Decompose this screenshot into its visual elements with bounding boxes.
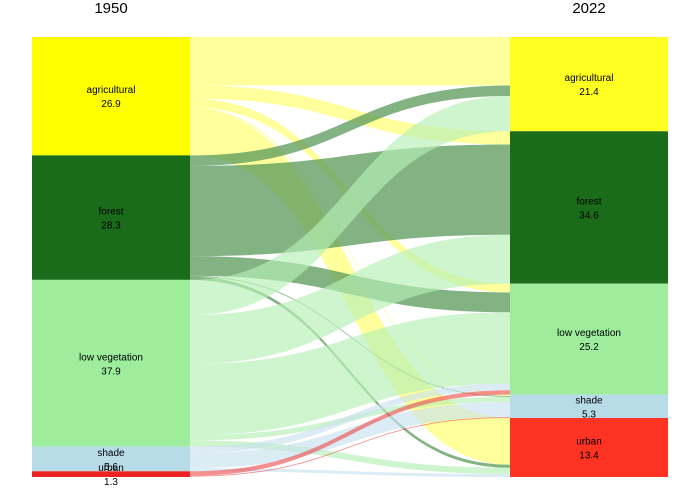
right-node-value-urban: 13.4 [579, 450, 599, 461]
flow-forest-to-agricultural [190, 85, 510, 166]
flows-layer [190, 37, 510, 477]
right-node-label-agricultural: agricultural [565, 73, 614, 84]
left-column-title: 1950 [94, 0, 127, 17]
nodes-layer [32, 37, 668, 477]
left-node-agricultural [32, 37, 190, 156]
right-node-label-low-vegetation: low vegetation [557, 328, 621, 339]
flow-low-vegetation-to-forest [190, 234, 510, 364]
right-node-shade [510, 394, 668, 418]
right-node-agricultural [510, 37, 668, 132]
flow-urban-to-low-vegetation [190, 390, 510, 476]
flow-shade-to-shade [190, 402, 510, 469]
right-node-value-low-vegetation: 25.2 [579, 342, 599, 353]
right-node-low-vegetation [510, 283, 668, 395]
flow-agricultural-to-shade [190, 107, 510, 396]
left-node-value-shade: 5.6 [104, 462, 118, 473]
left-node-forest [32, 155, 190, 280]
left-node-label-shade: shade [97, 448, 125, 459]
right-node-label-shade: shade [575, 395, 603, 406]
left-node-low-vegetation [32, 279, 190, 447]
labels-layer: agricultural 26.9 forest 28.3 low vegetation… [79, 73, 621, 488]
left-node-shade [32, 446, 190, 472]
flow-shade-to-low-vegetation [190, 383, 510, 454]
right-node-value-shade: 5.3 [582, 409, 596, 420]
left-node-label-urban: urban [98, 463, 124, 474]
left-node-label-forest: forest [98, 207, 123, 218]
left-node-label-agricultural: agricultural [87, 85, 136, 96]
right-node-urban [510, 417, 668, 477]
left-node-value-forest: 28.3 [101, 221, 121, 232]
flow-low-vegetation-to-low-vegetation [190, 312, 510, 436]
right-node-label-urban: urban [576, 436, 602, 447]
flow-shade-to-urban [190, 468, 510, 477]
flow-agricultural-to-agricultural [190, 37, 510, 86]
left-node-value-agricultural: 26.9 [101, 99, 121, 110]
flow-low-vegetation-to-agricultural [190, 96, 510, 316]
right-node-forest [510, 131, 668, 284]
right-node-value-forest: 34.6 [579, 210, 599, 221]
right-column-title: 2022 [572, 0, 605, 17]
left-node-value-low-vegetation: 37.9 [101, 366, 121, 377]
left-node-urban [32, 471, 190, 477]
right-node-label-forest: forest [576, 196, 601, 207]
right-node-value-agricultural: 21.4 [579, 87, 599, 98]
left-node-value-urban: 1.3 [104, 477, 118, 488]
flow-forest-to-shade [190, 275, 510, 397]
left-node-label-low-vegetation: low vegetation [79, 352, 143, 363]
flow-urban-to-shade [190, 417, 510, 477]
